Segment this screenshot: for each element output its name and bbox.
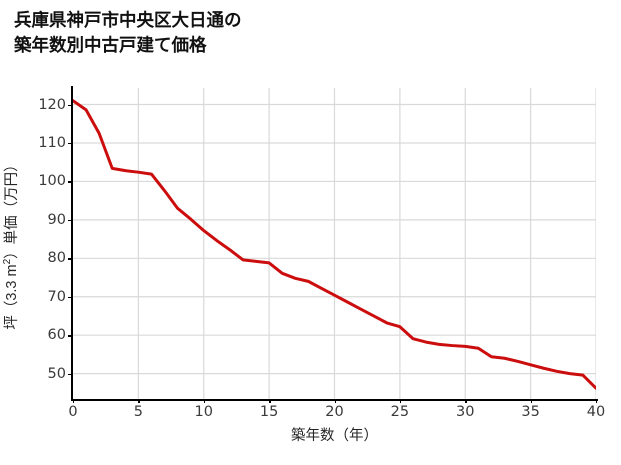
x-tick-mark bbox=[399, 399, 402, 403]
y-axis-spine bbox=[71, 86, 74, 401]
y-tick-label: 50 bbox=[47, 365, 66, 382]
x-tick-label: 0 bbox=[68, 404, 78, 420]
y-tick-mark bbox=[68, 258, 72, 260]
y-axis-tick-labels: 50 60 70 80 90 100 110 120 bbox=[28, 88, 66, 399]
y-tick-label: 90 bbox=[47, 211, 66, 228]
grid-lines bbox=[73, 88, 596, 399]
x-axis-title: 築年数（年） bbox=[291, 428, 378, 444]
y-axis-title: 坪（3.3 m2）単価（万円） bbox=[0, 88, 22, 399]
y-tick-mark bbox=[68, 373, 72, 376]
x-tick-label: 15 bbox=[259, 404, 279, 420]
x-tick-mark bbox=[138, 399, 140, 403]
plot-area bbox=[73, 88, 596, 399]
y-tick-mark bbox=[68, 296, 72, 299]
y-tick-label: 80 bbox=[47, 250, 66, 267]
x-tick-mark bbox=[465, 399, 467, 403]
x-tick-mark bbox=[269, 399, 271, 403]
price-line-series bbox=[73, 99, 596, 390]
x-tick-label: 10 bbox=[194, 404, 213, 420]
x-tick-label: 40 bbox=[586, 404, 606, 420]
y-tick-mark bbox=[68, 219, 72, 222]
x-tick-label: 5 bbox=[133, 404, 143, 420]
y-tick-mark bbox=[68, 181, 72, 183]
x-tick-mark bbox=[596, 399, 598, 403]
y-tick-mark bbox=[68, 335, 72, 337]
x-tick-mark bbox=[334, 399, 336, 403]
y-axis-title-superscript: 2 bbox=[2, 258, 14, 265]
y-tick-label: 110 bbox=[38, 134, 66, 151]
x-tick-label: 35 bbox=[521, 404, 540, 420]
x-tick-label: 30 bbox=[456, 404, 475, 420]
y-tick-mark bbox=[68, 142, 72, 145]
x-axis-tick-labels: 0 5 10 15 20 25 30 35 40 bbox=[68, 404, 605, 424]
y-tick-label: 60 bbox=[47, 327, 66, 344]
y-tick-label: 70 bbox=[47, 288, 66, 305]
y-tick-label: 120 bbox=[38, 96, 66, 113]
x-tick-mark bbox=[203, 399, 206, 403]
page-title: 兵庫県神戸市中央区大日通の 築年数別中古戸建て価格 bbox=[14, 10, 242, 55]
x-tick-mark bbox=[530, 399, 533, 403]
y-tick-label: 100 bbox=[38, 173, 66, 190]
y-axis-title-text: 坪（3.3 m2）単価（万円） bbox=[2, 157, 20, 330]
x-tick-label: 25 bbox=[390, 404, 410, 420]
x-tick-mark bbox=[73, 399, 75, 403]
x-tick-label: 20 bbox=[325, 404, 344, 420]
y-tick-mark bbox=[68, 104, 72, 106]
